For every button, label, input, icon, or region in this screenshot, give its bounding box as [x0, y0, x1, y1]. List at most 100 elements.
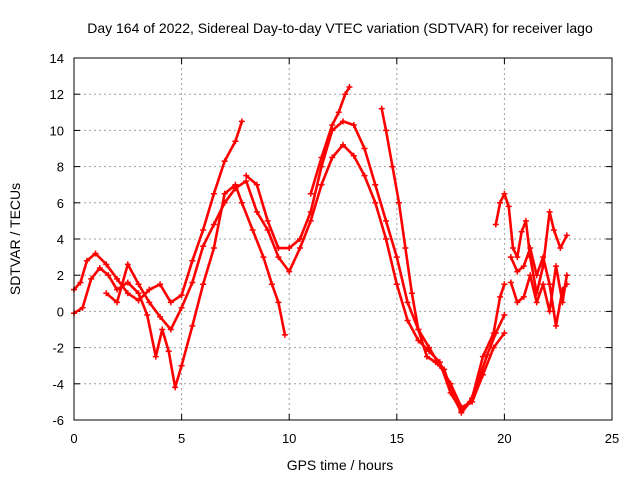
y-tick-label: -4: [52, 377, 64, 392]
data-point: [249, 226, 256, 233]
data-point: [318, 154, 325, 161]
data-point: [210, 190, 217, 197]
data-point: [275, 254, 282, 261]
data-point: [563, 272, 570, 279]
data-point: [238, 118, 245, 125]
data-point: [361, 172, 368, 179]
data-point: [522, 217, 529, 224]
data-point: [307, 208, 314, 215]
x-tick-label: 25: [605, 431, 619, 446]
data-point: [514, 299, 521, 306]
data-point: [527, 272, 534, 279]
data-point: [441, 366, 448, 373]
series-line: [309, 85, 351, 196]
data-point: [510, 245, 517, 252]
data-point: [553, 263, 560, 270]
data-point: [159, 326, 166, 333]
data-point: [350, 152, 357, 159]
data-point: [372, 199, 379, 206]
data-point: [559, 286, 566, 293]
data-point: [243, 172, 250, 179]
data-point: [96, 264, 103, 271]
data-point: [210, 221, 217, 228]
data-point: [518, 228, 525, 235]
data-point: [146, 299, 153, 306]
axis-ticks: 0 5 10 15 20 25 -6 -4 -2 0 2 4 6 8 10 12 14: [50, 51, 620, 446]
data-point: [264, 217, 271, 224]
data-point: [200, 243, 207, 250]
data-point: [458, 409, 465, 416]
data-point: [165, 348, 172, 355]
grid: [74, 58, 612, 420]
data-point: [157, 313, 164, 320]
data-point: [178, 292, 185, 299]
y-tick-label: -2: [52, 341, 64, 356]
data-point: [432, 359, 439, 366]
y-tick-label: 12: [50, 87, 64, 102]
data-point: [479, 353, 486, 360]
data-point: [350, 121, 357, 128]
data-point: [378, 105, 385, 112]
data-point: [172, 384, 179, 391]
data-point: [540, 281, 547, 288]
data-point: [260, 254, 267, 261]
data-point: [383, 236, 390, 242]
y-tick-label: 8: [57, 160, 64, 175]
data-point: [329, 121, 336, 128]
series-track-6: [378, 105, 508, 416]
data-point: [415, 337, 422, 344]
data-point: [124, 290, 131, 297]
series-track-9: [507, 245, 570, 329]
data-point: [507, 279, 514, 286]
data-point: [200, 226, 207, 233]
data-point: [563, 232, 570, 239]
data-point: [475, 377, 482, 384]
data-point: [527, 245, 534, 252]
data-point: [393, 254, 400, 261]
x-tick-label: 20: [497, 431, 511, 446]
data-point: [497, 293, 504, 300]
data-point: [497, 199, 504, 206]
data-point: [546, 208, 553, 215]
data-point: [342, 91, 349, 98]
data-point: [484, 351, 491, 358]
data-point: [268, 281, 275, 288]
data-point: [103, 261, 110, 268]
data-point: [492, 330, 499, 337]
data-point: [221, 199, 228, 206]
x-tick-label: 15: [390, 431, 404, 446]
x-tick-label: 0: [70, 431, 77, 446]
data-point: [238, 199, 245, 206]
data-point: [553, 322, 560, 329]
data-point: [264, 226, 271, 233]
series-track-8: [507, 263, 570, 315]
data-point: [501, 190, 508, 197]
data-point: [232, 138, 239, 145]
series-line: [509, 264, 569, 313]
data-point: [563, 281, 570, 288]
data-point: [83, 257, 90, 264]
data-point: [88, 275, 95, 282]
data-point: [189, 257, 196, 264]
data-point: [103, 290, 110, 297]
data-point: [404, 317, 411, 324]
data-point: [105, 272, 112, 279]
data-point: [114, 299, 121, 306]
data-point: [146, 286, 153, 293]
data-point: [124, 279, 131, 286]
data-point: [335, 109, 342, 116]
data-point: [550, 226, 557, 233]
data-point: [253, 208, 260, 215]
data-point: [408, 290, 415, 297]
data-point: [372, 181, 379, 188]
data-point: [501, 330, 508, 337]
data-point: [383, 127, 390, 134]
data-point: [124, 261, 131, 268]
data-point: [114, 286, 121, 293]
data-point: [79, 304, 86, 311]
y-tick-label: 2: [57, 268, 64, 283]
data-point: [507, 254, 514, 261]
y-tick-label: 10: [50, 123, 64, 138]
data-point: [243, 178, 250, 185]
